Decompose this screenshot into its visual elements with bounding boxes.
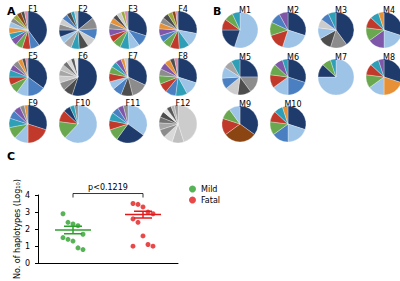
- svg-text:M1: M1: [239, 6, 251, 15]
- svg-text:F2: F2: [78, 5, 88, 14]
- svg-text:4: 4: [25, 191, 30, 200]
- svg-text:Mild: Mild: [201, 185, 217, 194]
- svg-text:F3: F3: [128, 5, 138, 14]
- svg-text:3: 3: [25, 208, 30, 217]
- svg-text:1: 1: [25, 242, 30, 251]
- svg-text:M3: M3: [335, 6, 347, 15]
- svg-text:2: 2: [25, 225, 30, 234]
- svg-text:F12: F12: [176, 99, 191, 108]
- svg-text:F1: F1: [28, 5, 38, 14]
- svg-text:F5: F5: [28, 52, 38, 61]
- svg-text:M10: M10: [284, 100, 301, 109]
- svg-text:F11: F11: [126, 99, 141, 108]
- svg-text:C: C: [7, 150, 15, 163]
- svg-text:No. of haplotypes (Log₁₀): No. of haplotypes (Log₁₀): [13, 179, 22, 279]
- svg-text:F7: F7: [128, 52, 138, 61]
- svg-text:M8: M8: [383, 53, 395, 62]
- svg-text:p<0.1219: p<0.1219: [88, 183, 128, 192]
- svg-text:M5: M5: [239, 53, 251, 62]
- svg-text:M9: M9: [239, 100, 251, 109]
- svg-text:0: 0: [25, 259, 30, 268]
- svg-text:F10: F10: [76, 99, 91, 108]
- svg-text:M2: M2: [287, 6, 299, 15]
- svg-text:F9: F9: [28, 99, 38, 108]
- svg-text:M7: M7: [335, 53, 347, 62]
- svg-text:F4: F4: [178, 5, 188, 14]
- svg-text:M6: M6: [287, 53, 299, 62]
- svg-text:B: B: [213, 5, 221, 18]
- svg-text:M4: M4: [383, 6, 395, 15]
- svg-text:Fatal: Fatal: [201, 196, 220, 205]
- svg-text:F6: F6: [78, 52, 88, 61]
- svg-text:A: A: [7, 5, 16, 18]
- svg-text:F8: F8: [178, 52, 188, 61]
